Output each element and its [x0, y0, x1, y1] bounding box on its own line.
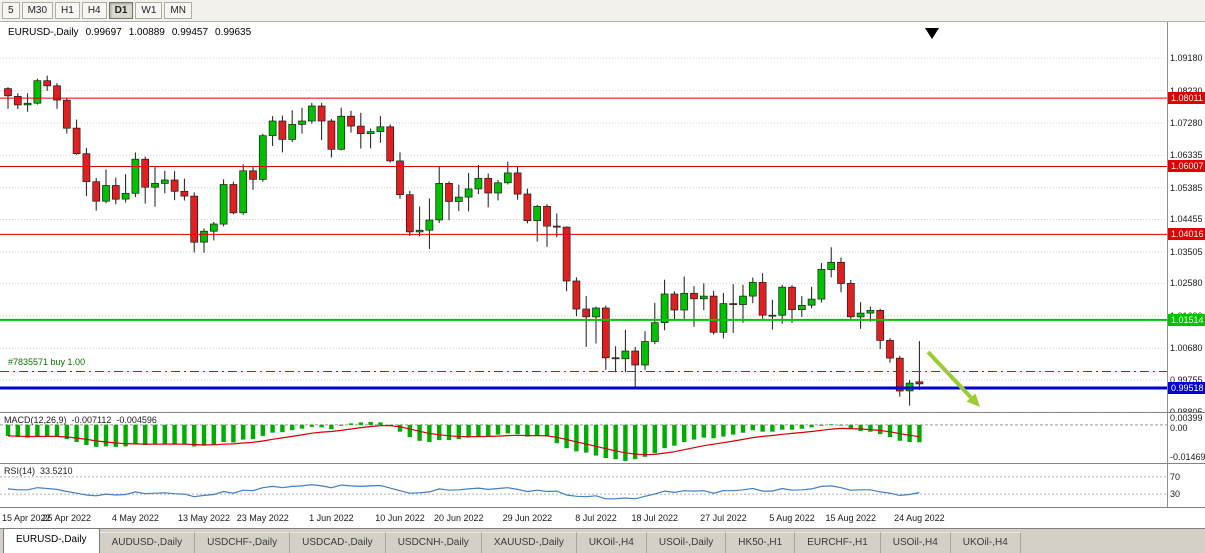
timeframe-button-mn[interactable]: MN — [164, 2, 192, 19]
price-tick-label: 1.07280 — [1170, 118, 1203, 129]
chart-tab-usoil-daily[interactable]: USOil-,Daily — [646, 532, 727, 553]
chart-tabs: EURUSD-,Daily AUDUSD-,Daily USDCHF-,Daily U… — [0, 528, 1205, 553]
macd-axis[interactable]: 0.00399 0.00 -0.01469 — [1167, 413, 1205, 463]
trend-arrow-annotation[interactable] — [926, 350, 973, 399]
macd-indicator[interactable] — [0, 413, 1167, 463]
chart-tab-usdchf-daily[interactable]: USDCHF-,Daily — [195, 532, 291, 553]
timeframe-button-h1[interactable]: H1 — [55, 2, 80, 19]
time-axis-label: 25 Apr 2022 — [42, 513, 92, 523]
timeframe-button-5[interactable]: 5 — [2, 2, 20, 19]
time-axis-label: 15 Apr 2022 — [2, 513, 51, 523]
open-position-label: #7835571 buy 1.00 — [8, 357, 86, 368]
price-tick-label: 1.02580 — [1170, 278, 1203, 289]
chart-tab-xauusd-daily[interactable]: XAUUSD-,Daily — [481, 532, 577, 553]
timeframe-button-m30[interactable]: M30 — [21, 2, 54, 19]
macd-signal-line — [7, 424, 920, 456]
time-axis-label: 24 Aug 2022 — [894, 513, 945, 523]
chart-tab-eurchf-h1[interactable]: EURCHF-,H1 — [795, 532, 881, 553]
macd-main-value: -0.007112 — [71, 415, 112, 425]
rsi-value: 33.5210 — [40, 466, 73, 476]
resistance-upper-price-tag: 1.08011 — [1168, 92, 1205, 105]
ohlc-low: 0.99457 — [171, 27, 209, 38]
macd-axis-label: 0.00 — [1170, 423, 1188, 433]
macd-histogram — [5, 421, 922, 461]
macd-name: MACD(12,26,9) — [4, 415, 67, 425]
rsi-line — [7, 483, 920, 500]
price-tick-label: 1.00680 — [1170, 343, 1203, 354]
price-chart[interactable] — [0, 22, 1167, 412]
timeframe-button-d1[interactable]: D1 — [108, 2, 134, 19]
resistance-mid-price-tag: 1.06007 — [1168, 160, 1205, 173]
candles[interactable] — [4, 75, 924, 406]
macd-axis-label: 0.00399 — [1170, 413, 1203, 423]
ohlc-close: 0.99635 — [215, 27, 252, 38]
price-tick-label: 1.05385 — [1170, 182, 1203, 193]
rsi-panel: RSI(14) 33.5210 70 30 — [0, 463, 1205, 507]
time-axis-label: 5 Aug 2022 — [769, 513, 815, 523]
rsi-axis[interactable]: 70 30 — [1167, 464, 1205, 507]
macd-panel: MACD(12,26,9) -0.007112 -0.004596 0.00399 0… — [0, 412, 1205, 463]
rsi-level-label: 70 — [1170, 471, 1181, 482]
chart-tab-usdcnh-daily[interactable]: USDCNH-,Daily — [385, 532, 482, 553]
rsi-indicator[interactable] — [0, 464, 1167, 507]
time-axis-label: 1 Jun 2022 — [309, 513, 354, 523]
time-axis-label: 27 Jul 2022 — [700, 513, 747, 523]
support-green-price-tag: 1.01514 — [1168, 313, 1205, 326]
chart-tab-ukoil-h4[interactable]: UKOil-,H4 — [950, 532, 1021, 553]
time-axis-label: 10 Jun 2022 — [375, 513, 425, 523]
chart-tab-hk50-h1[interactable]: HK50-,H1 — [726, 532, 796, 553]
resistance-lower-price-tag: 1.04016 — [1168, 228, 1205, 241]
price-chart-panel: EURUSD-,Daily 0.99697 1.00889 0.99457 0.9963… — [0, 22, 1205, 417]
macd-label: MACD(12,26,9) -0.007112 -0.004596 — [4, 415, 162, 425]
chart-tab-eurusd-daily[interactable]: EURUSD-,Daily — [3, 528, 100, 553]
price-tick-label: 0.99755 — [1170, 374, 1203, 385]
time-axis-label: 15 Aug 2022 — [825, 513, 877, 523]
time-axis-label: 8 Jul 2022 — [575, 513, 617, 523]
time-axis-label: 18 Jul 2022 — [631, 513, 679, 523]
current-level-blue-price-tag: 0.99518 — [1168, 381, 1205, 394]
time-axis-label: 29 Jun 2022 — [502, 513, 553, 523]
price-axis[interactable]: 1.09180 1.08230 1.07280 1.06335 1.05385 1.044… — [1167, 22, 1205, 417]
chart-ohlc-header: EURUSD-,Daily 0.99697 1.00889 0.99457 0.9963… — [8, 27, 258, 38]
rsi-name: RSI(14) — [4, 466, 36, 476]
time-axis[interactable]: 15 Apr 2022 25 Apr 2022 4 May 2022 13 May 2… — [0, 507, 1205, 528]
ohlc-open: 0.99697 — [85, 27, 122, 38]
macd-axis-label: -0.01469 — [1170, 452, 1205, 462]
time-axis-label: 13 May 2022 — [177, 513, 231, 523]
timeframe-button-w1[interactable]: W1 — [135, 2, 163, 19]
trend-arrow-head[interactable] — [966, 393, 981, 408]
rsi-label: RSI(14) 33.5210 — [4, 466, 78, 476]
chart-tab-ukoil-h4[interactable]: UKOil-,H4 — [576, 532, 647, 553]
time-axis-label: 23 May 2022 — [236, 513, 289, 523]
price-tick-label: 1.09180 — [1170, 53, 1203, 64]
macd-signal-value: -0.004596 — [116, 415, 157, 425]
timeframe-toolbar: 5 M30 H1 H4 D1 W1 MN — [0, 0, 1205, 22]
time-axis-label: 20 Jun 2022 — [434, 513, 484, 523]
chart-tab-audusd-daily[interactable]: AUDUSD-,Daily — [99, 532, 196, 553]
price-tick-label: 1.06335 — [1170, 150, 1203, 161]
ohlc-high: 1.00889 — [128, 27, 165, 38]
chart-symbol: EURUSD-,Daily — [8, 27, 79, 38]
price-tick-label: 1.08230 — [1170, 85, 1203, 96]
timeframe-button-h4[interactable]: H4 — [81, 2, 107, 19]
price-tick-label: 1.04455 — [1170, 214, 1203, 225]
chart-tab-usoil-h4[interactable]: USOil-,H4 — [880, 532, 951, 553]
rsi-level-label: 30 — [1170, 489, 1181, 500]
chart-tab-usdcad-daily[interactable]: USDCAD-,Daily — [290, 532, 386, 553]
time-axis-label: 4 May 2022 — [111, 513, 159, 523]
price-tick-label: 1.03505 — [1170, 246, 1203, 257]
down-triangle-marker[interactable] — [925, 28, 939, 39]
